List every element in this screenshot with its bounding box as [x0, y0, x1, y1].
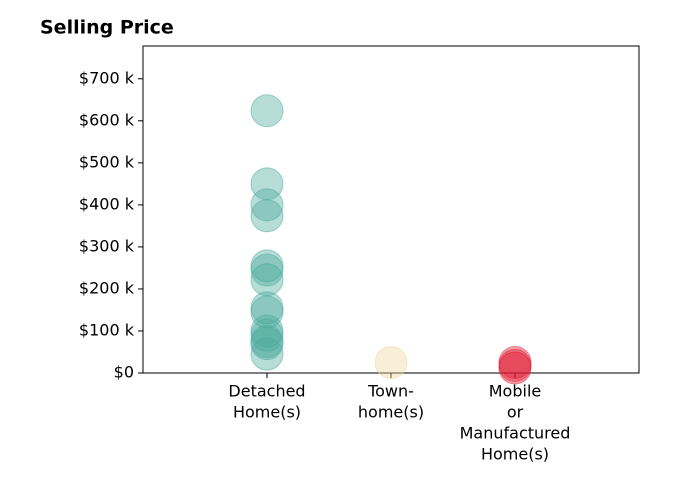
y-tick-label: $200 k [79, 278, 135, 297]
y-tick-label: $0 [114, 363, 134, 382]
x-tick-label: or [507, 403, 524, 422]
x-tick-label: Town- [367, 382, 414, 401]
x-tick-label: Home(s) [481, 445, 549, 464]
y-tick-label: $300 k [79, 236, 135, 255]
point [250, 263, 284, 297]
y-tick-label: $500 k [79, 152, 135, 171]
plot-frame [142, 45, 640, 374]
chart-title: Selling Price [40, 17, 174, 39]
point [250, 291, 284, 325]
x-tick-label: Home(s) [233, 403, 301, 422]
point [250, 94, 284, 128]
point [250, 249, 284, 283]
point [250, 327, 284, 361]
point [374, 345, 408, 379]
x-tick-label: home(s) [358, 403, 424, 422]
y-tick-label: $100 k [79, 320, 135, 339]
point [250, 199, 284, 233]
point [250, 188, 284, 222]
point [250, 253, 284, 287]
x-tick-label: Detached [228, 382, 305, 401]
point [250, 337, 284, 371]
y-tick-label: $700 k [79, 68, 135, 87]
y-tick-label: $600 k [79, 110, 135, 129]
point [250, 314, 284, 348]
x-tick-label: Mobile [489, 382, 541, 401]
y-tick-label: $400 k [79, 194, 135, 213]
x-tick-label: Manufactured [460, 424, 571, 443]
point [498, 351, 532, 385]
